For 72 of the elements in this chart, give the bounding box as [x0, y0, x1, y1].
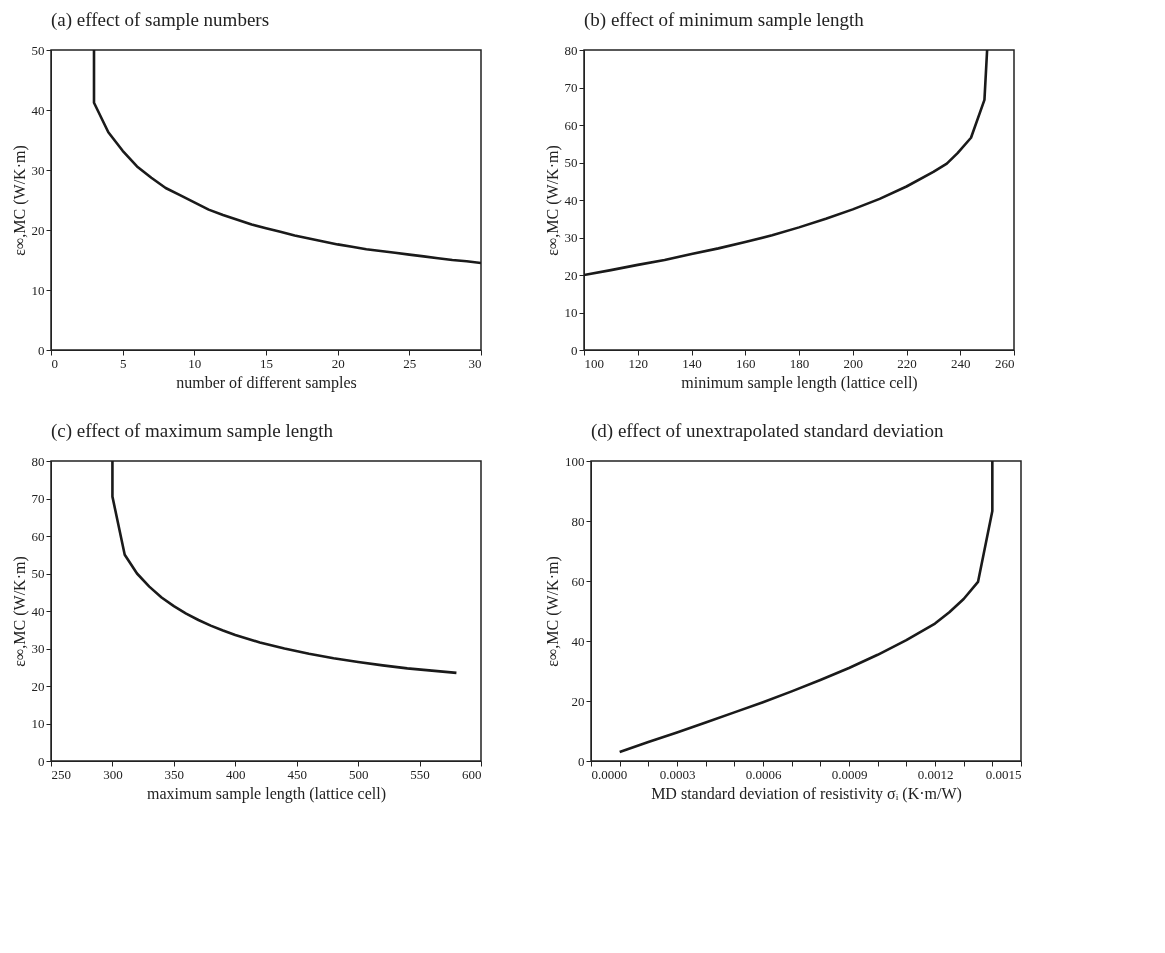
y-tick-label: 30 — [31, 162, 45, 178]
x-tick-label: 220 — [897, 355, 917, 371]
y-tick-label: 10 — [31, 282, 45, 298]
y-tick-label: 40 — [31, 102, 45, 118]
y-tick-label: 40 — [564, 192, 578, 208]
x-tick-label: 200 — [843, 355, 863, 371]
x-tick-label: 120 — [628, 355, 648, 371]
y-axis-title: ε∞,MC (W/K·m) — [544, 556, 562, 667]
y-axis-title: ε∞,MC (W/K·m) — [543, 145, 562, 256]
x-tick-label: 450 — [287, 766, 307, 782]
y-tick-label: 80 — [31, 453, 45, 469]
x-tick-label: 100 — [584, 355, 604, 371]
y-tick-label: 50 — [564, 155, 578, 170]
x-tick-label: 160 — [736, 355, 756, 371]
y-tick-label: 0 — [571, 342, 578, 358]
y-tick-label: 100 — [565, 453, 585, 469]
y-tick-label: 30 — [564, 230, 578, 245]
y-tick-label: 10 — [564, 305, 578, 320]
chart-title: (b) effect of minimum sample length — [584, 9, 865, 31]
y-tick-label: 70 — [31, 491, 45, 506]
x-tick-label: 15 — [260, 355, 273, 371]
x-tick-label: 300 — [103, 766, 123, 782]
x-tick-label: 0 — [51, 355, 58, 371]
x-tick-label: 10 — [188, 355, 202, 371]
x-tick-label: 0.0000 — [591, 766, 628, 782]
x-tick-label: 180 — [789, 355, 810, 371]
y-tick-label: 0 — [578, 753, 585, 769]
x-tick-label: 0.0015 — [985, 766, 1022, 782]
y-tick-label: 80 — [571, 513, 585, 529]
x-axis-title: minimum sample length (lattice cell) — [681, 373, 918, 392]
y-tick-label: 40 — [571, 633, 585, 649]
y-axis-title: ε∞,MC (W/K·m) — [10, 145, 29, 256]
x-tick-label: 140 — [682, 355, 702, 371]
chart-title: (c) effect of maximum sample length — [51, 420, 334, 442]
x-tick-label: 250 — [51, 766, 71, 782]
x-tick-label: 5 — [119, 355, 127, 371]
y-tick-label: 20 — [31, 678, 45, 694]
x-tick-label: 550 — [410, 766, 430, 782]
y-tick-label: 30 — [31, 641, 45, 656]
x-axis-title: number of different samples — [176, 373, 357, 392]
x-tick-label: 0.0009 — [831, 766, 868, 782]
y-tick-label: 20 — [31, 222, 45, 238]
x-tick-label: 25 — [403, 355, 417, 371]
x-tick-label: 20 — [331, 355, 345, 371]
y-tick-label: 50 — [31, 566, 45, 581]
x-tick-label: 0.0012 — [917, 766, 954, 782]
y-tick-label: 60 — [564, 117, 578, 133]
x-tick-label: 240 — [951, 355, 971, 371]
y-tick-label: 70 — [564, 80, 578, 95]
x-tick-label: 350 — [164, 766, 185, 782]
x-axis-title: MD standard deviation of resistivity σᵢ (K·m/W) — [651, 784, 962, 803]
x-tick-label: 0.0003 — [659, 766, 696, 782]
y-tick-label: 40 — [31, 603, 45, 619]
x-tick-label: 400 — [226, 766, 246, 782]
x-tick-label: 500 — [348, 766, 369, 782]
y-axis-title: ε∞,MC (W/K·m) — [10, 556, 29, 667]
x-axis-title: maximum sample length (lattice cell) — [146, 784, 387, 803]
x-tick-label: 0.0006 — [745, 766, 782, 782]
y-tick-label: 0 — [38, 753, 45, 769]
y-tick-label: 20 — [564, 267, 578, 283]
y-tick-label: 20 — [571, 693, 585, 709]
y-tick-label: 0 — [38, 342, 45, 358]
y-tick-label: 80 — [564, 42, 578, 58]
chart-title: (d) effect of unextrapolated standard deviation — [591, 420, 945, 442]
x-tick-label: 30 — [468, 355, 482, 371]
y-tick-label: 50 — [31, 42, 45, 58]
y-tick-label: 60 — [31, 528, 45, 544]
x-tick-label: 600 — [462, 766, 482, 782]
y-tick-label: 60 — [571, 573, 585, 589]
x-tick-label: 260 — [995, 355, 1015, 371]
y-tick-label: 10 — [31, 716, 45, 731]
chart-title: (a) effect of sample numbers — [51, 9, 270, 31]
